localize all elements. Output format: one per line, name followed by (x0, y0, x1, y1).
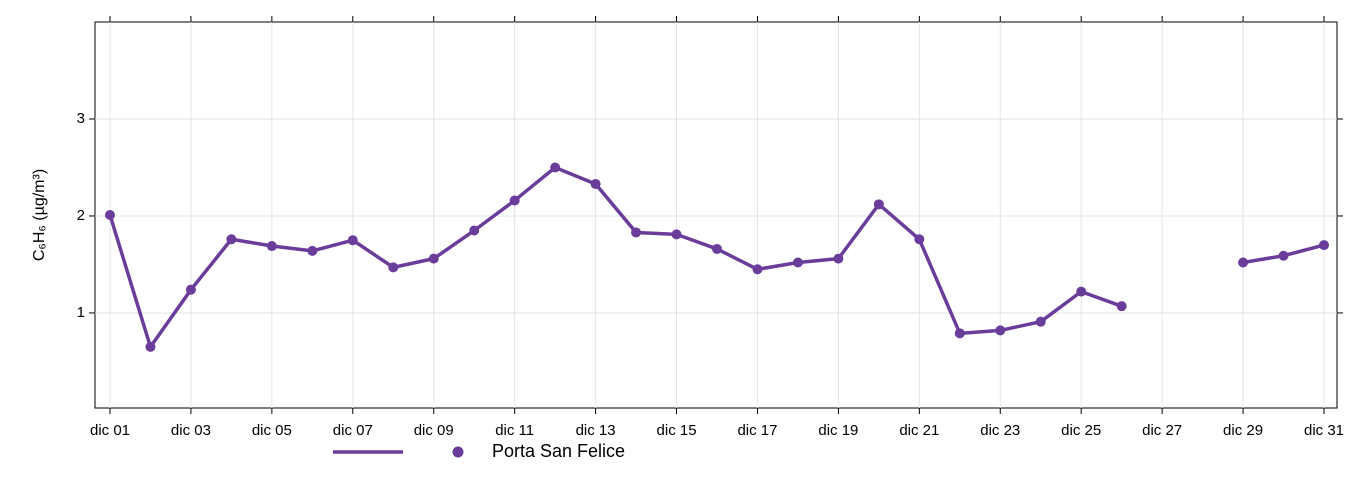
y-tick-label: 2 (77, 207, 85, 224)
y-tick-label: 1 (77, 304, 85, 321)
data-point (105, 210, 115, 220)
data-point (752, 264, 763, 275)
data-point (550, 162, 561, 173)
x-tick-label: dic 05 (252, 422, 292, 439)
data-point (712, 243, 722, 254)
x-tick-label: dic 19 (818, 422, 858, 439)
data-point (469, 225, 480, 236)
y-tick-label: 3 (77, 110, 85, 127)
data-point (995, 325, 1006, 336)
data-point (671, 229, 682, 240)
x-tick-label: dic 21 (899, 422, 939, 439)
data-point (631, 227, 642, 238)
data-point (347, 235, 358, 246)
data-point (388, 262, 399, 273)
data-point (428, 253, 439, 264)
data-point (1278, 250, 1289, 261)
x-tick-label: dic 23 (980, 422, 1020, 439)
x-tick-label: dic 31 (1304, 422, 1344, 439)
data-point (1076, 286, 1087, 297)
legend-marker (452, 446, 464, 458)
data-point (1035, 316, 1046, 327)
plot-frame (94, 21, 1338, 409)
x-tick-label: dic 11 (495, 422, 534, 439)
data-point (185, 284, 196, 295)
x-tick-label: dic 29 (1223, 422, 1263, 439)
data-point (792, 257, 803, 268)
x-tick-label: dic 15 (657, 422, 697, 439)
data-line (108, 165, 1325, 349)
data-point (509, 195, 520, 206)
data-point (1319, 240, 1329, 251)
x-tick-label: dic 17 (737, 422, 777, 439)
x-tick-label: dic 01 (90, 422, 130, 439)
data-point (590, 178, 601, 189)
x-tick-label: dic 03 (171, 422, 211, 439)
data-point (873, 199, 884, 210)
x-tick-label: dic 25 (1061, 422, 1101, 439)
data-point (954, 328, 965, 339)
x-tick-label: dic 13 (576, 422, 616, 439)
data-point (1116, 301, 1127, 312)
x-tick-label: dic 09 (414, 422, 454, 439)
y-axis-label: C₆H₆ (µg/m³) (31, 169, 48, 261)
data-point (226, 234, 237, 245)
x-tick-label: dic 07 (333, 422, 373, 439)
data-point (1238, 257, 1249, 268)
data-point (145, 341, 156, 352)
data-point (914, 234, 925, 245)
legend-label: Porta San Felice (492, 441, 625, 461)
data-point (833, 253, 844, 264)
x-tick-label: dic 27 (1142, 422, 1182, 439)
data-point (307, 245, 318, 256)
data-point (266, 241, 277, 252)
